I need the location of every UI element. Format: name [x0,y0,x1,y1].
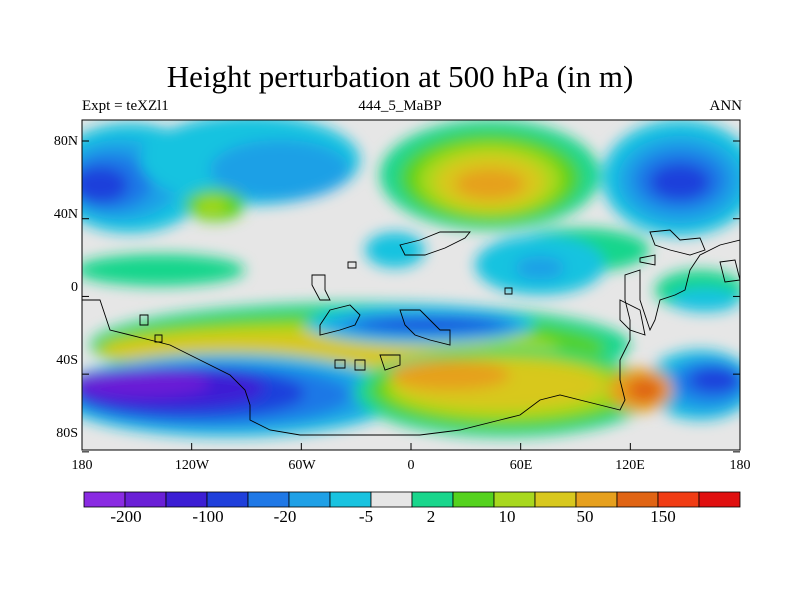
contour-blob-na-mid [210,140,350,200]
colorbar-swatch [452,491,495,508]
land-outline-europe [319,304,361,336]
land-outline-pacific-isles [639,254,740,283]
experiment-label: Expt = teXZl1 [82,98,169,114]
colorbar [83,491,741,508]
contour-blob-pacific-lime [196,198,228,214]
lon-label-180e: 180 [729,458,751,473]
colorbar-label-1: -200 [110,507,142,526]
contour-field [82,120,740,450]
lon-label-60w: 60W [288,458,316,473]
colorbar-swatch [534,491,577,508]
land-outline-asia [649,229,706,256]
land-outline-north-islands [139,261,513,343]
contour-blob-east-pacific-green [82,254,245,286]
plot-title: Height perturbation at 500 hPa (in m) [166,59,634,94]
contour-blob-south-atlantic-orange [390,360,510,390]
land-outline [82,229,740,436]
lat-label-80n: 80N [53,134,78,149]
colorbar-swatch [493,491,536,508]
colorbar-label-5: 2 [426,507,436,526]
colorbar-swatch [657,491,700,508]
contour-blob-atlantic-blue4 [360,320,500,330]
season-label: ANN [709,98,743,114]
contour-blob-indian-dark-orange [627,378,663,402]
land-outline-south-america [82,239,740,436]
colorbar-swatch [698,491,741,508]
contour-blob-atlantic-cyan [365,232,425,268]
land-outline-islands [334,354,401,371]
run-label: 444_5_MaBP [358,98,442,114]
colorbar-label-6: 10 [498,507,516,526]
colorbar-swatch [288,491,331,508]
lat-label-40s: 40S [56,353,78,368]
land-outline-atlantic-isle [399,309,451,346]
colorbar-swatch [83,491,126,508]
lat-label-40n: 40N [53,207,78,222]
lat-tick-marks [82,140,740,453]
lon-label-60e: 60E [509,458,533,473]
contour-blob-south-west-blue3 [690,368,740,392]
colorbar-label-8: 150 [650,507,676,526]
lat-label-0: 0 [71,280,78,295]
contour-blob-south-pacific-violet [82,369,210,397]
lon-tick-marks [81,443,741,450]
land-outline-australia [619,299,646,336]
contour-blob-tropical-blue [515,256,565,280]
colorbar-swatch [370,491,413,508]
lon-label-180w: 180 [71,458,93,473]
colorbar-swatch [206,491,249,508]
lat-label-80s: 80S [56,426,78,441]
lon-label-120e: 120E [615,458,645,473]
colorbar-swatch [575,491,618,508]
colorbar-label-2: -100 [192,507,224,526]
colorbar-label-3: -20 [273,507,297,526]
land-outline-africa [399,231,471,256]
contour-blob-west-pacific-cyan [670,288,740,312]
colorbar-swatch [247,491,290,508]
contour-blob-eurasia-core [455,169,525,199]
colorbar-swatch [329,491,372,508]
land-outline-americas [311,274,331,301]
lon-label-120w: 120W [174,458,210,473]
colorbar-label-7: 50 [576,507,594,526]
colorbar-label-4: -5 [358,507,374,526]
contour-blob-nw-pacific-core [650,164,710,200]
contour-blob-ne-pacific-core [82,167,128,203]
colorbar-swatch [124,491,167,508]
colorbar-swatch [411,491,454,508]
lon-label-0: 0 [407,458,415,473]
colorbar-swatch [616,491,659,508]
colorbar-swatch [165,491,208,508]
